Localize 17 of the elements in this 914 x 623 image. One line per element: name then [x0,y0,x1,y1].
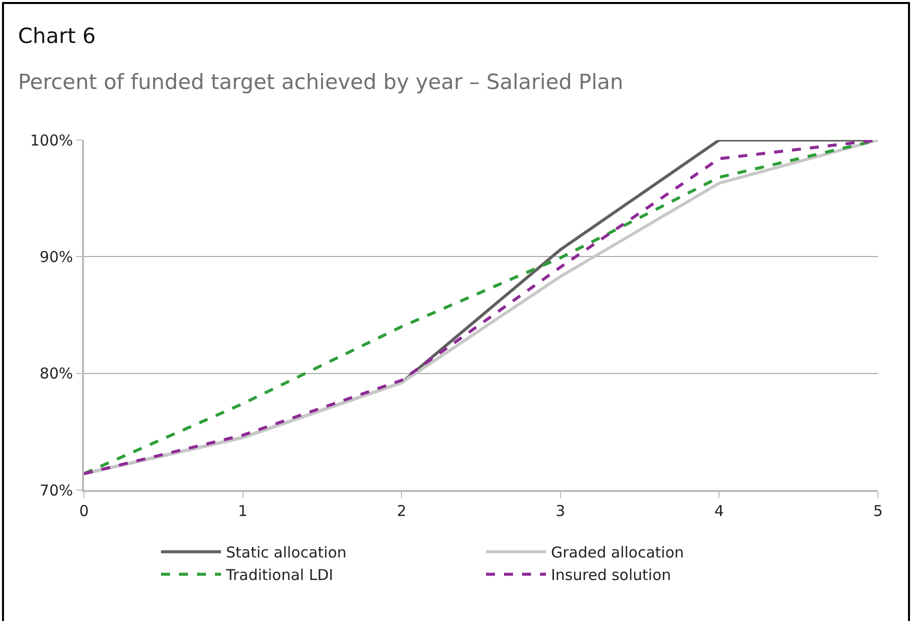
line-series [84,140,878,476]
x-tick-label: 0 [79,502,89,520]
y-tick-label: 100% [30,131,73,150]
x-tick-label: 1 [238,502,248,520]
chart-title: Chart 6 [18,24,96,48]
x-tick-label: 5 [873,502,883,520]
x-tick-label: 2 [396,502,406,520]
legend-label: Insured solution [551,566,672,584]
y-tick-label: 90% [40,248,73,266]
y-tick-label: 80% [40,364,73,383]
legend-label: Graded allocation [551,544,684,562]
y-tick-label: 70% [40,481,73,500]
legend-label: Static allocation [226,544,347,562]
chart-subtitle: Percent of funded target achieved by year – Salaried Plan [18,70,624,94]
x-tick-label: 3 [556,502,566,520]
legend-label: Traditional LDI [225,566,334,584]
x-tick-label: 4 [714,502,724,520]
